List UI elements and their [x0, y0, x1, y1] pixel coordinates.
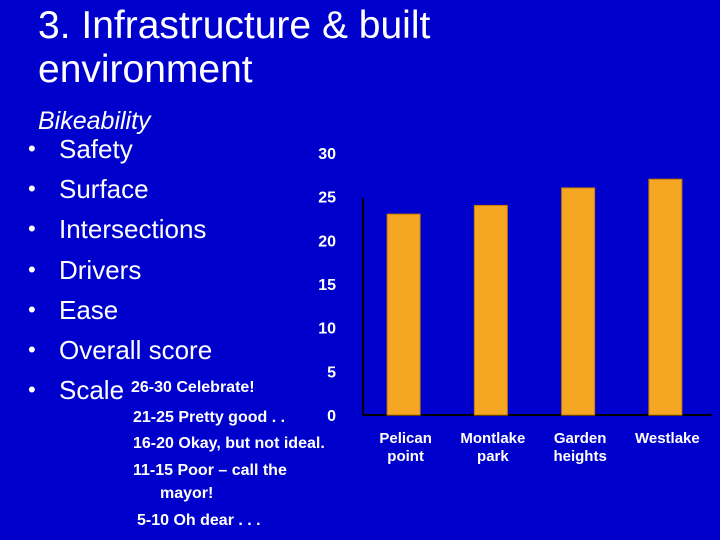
x-tick-label: park — [477, 448, 509, 465]
y-tick-label: 30 — [318, 146, 336, 163]
scale-note: 11-15 Poor – call the — [133, 462, 287, 479]
y-tick-label: 20 — [318, 233, 336, 250]
scale-note: 21-25 Pretty good . . — [133, 409, 286, 426]
y-tick-label: 15 — [318, 277, 336, 294]
slide-title: 3. Infrastructure & built environment — [38, 4, 431, 91]
y-tick-label: 25 — [318, 190, 336, 207]
bar — [648, 178, 683, 416]
bullet-dot-icon: • — [28, 136, 36, 161]
bar — [386, 213, 421, 416]
x-tick-label: Garden — [554, 430, 607, 447]
bullet-dot-icon: • — [28, 296, 36, 322]
x-tick-label: point — [387, 448, 424, 465]
bullet-dot-icon: • — [28, 256, 36, 282]
scale-note: 26-30 Celebrate! — [131, 379, 255, 396]
bullet-dot-icon: • — [28, 176, 36, 202]
y-tick-label: 10 — [318, 321, 336, 338]
bullet-dot-icon: • — [28, 336, 36, 362]
x-tick-label: heights — [553, 448, 606, 465]
x-tick-label: Pelican — [379, 430, 432, 447]
y-tick-label: 0 — [327, 408, 336, 425]
x-tick-label: Westlake — [635, 430, 700, 447]
x-tick-label: Montlake — [460, 430, 525, 447]
bar — [473, 204, 508, 416]
scale-note: 5-10 Oh dear . . . — [137, 512, 261, 529]
scale-note: mayor! — [160, 485, 214, 502]
bullet-dot-icon: • — [28, 216, 36, 242]
bar — [561, 187, 596, 416]
bullet-dot-icon: • — [28, 377, 36, 403]
y-tick-label: 5 — [327, 364, 336, 381]
scale-note: 16-20 Okay, but not ideal. — [133, 435, 325, 452]
slide-subtitle: Bikeability — [38, 107, 151, 135]
